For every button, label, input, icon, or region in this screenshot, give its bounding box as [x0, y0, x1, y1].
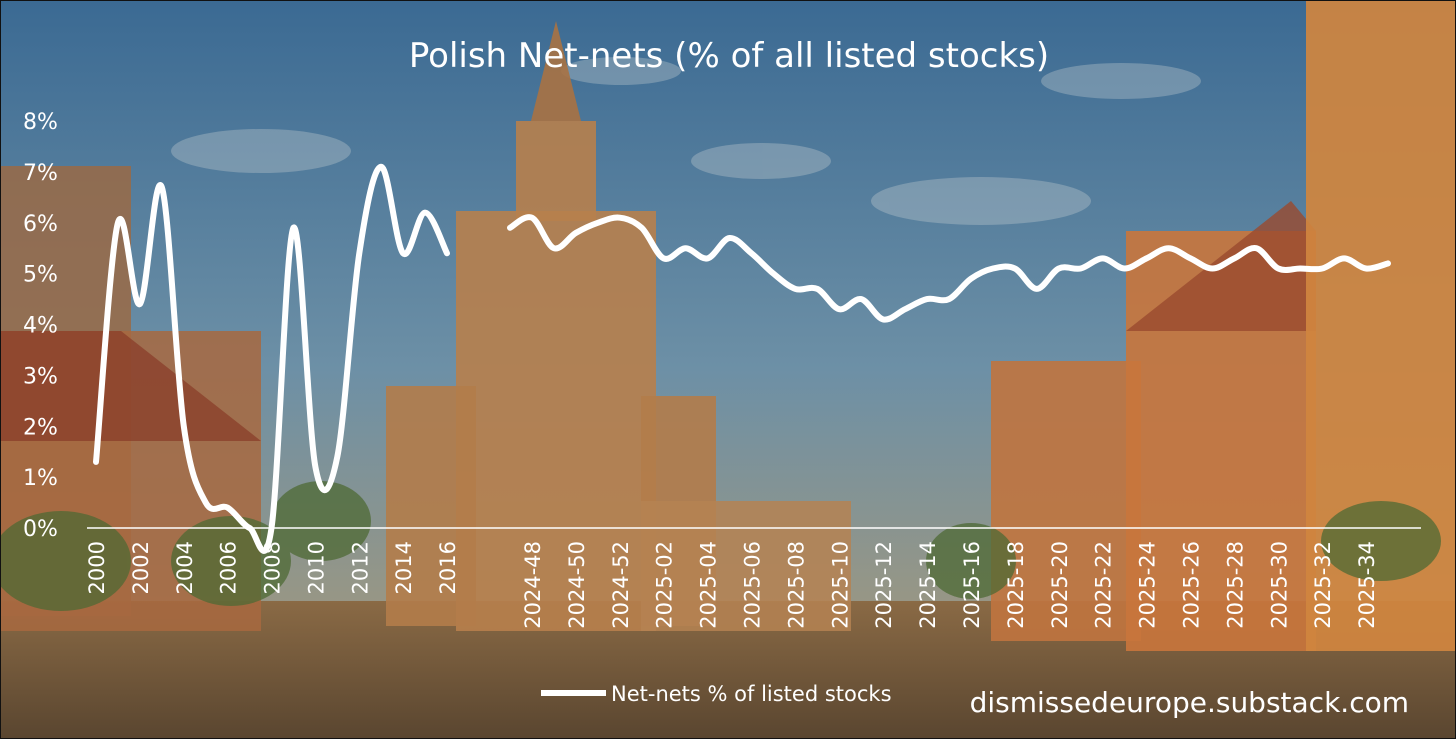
- y-tick-label: 4%: [23, 314, 58, 339]
- x-tick-label: 2025-26: [1179, 541, 1203, 629]
- x-tick-label: 2025-04: [697, 541, 721, 629]
- x-tick-label: 2014: [392, 541, 416, 594]
- x-tick-label: 2024-48: [521, 541, 545, 629]
- x-tick-label: 2025-02: [653, 541, 677, 629]
- chart-title: Polish Net-nets (% of all listed stocks): [409, 36, 1049, 76]
- legend-label: Net-nets % of listed stocks: [611, 682, 892, 706]
- y-tick-label: 3%: [23, 364, 58, 389]
- x-tick-label: 2025-32: [1311, 541, 1335, 629]
- y-tick-label: 2%: [23, 415, 58, 440]
- series-group: [93, 163, 1391, 554]
- x-tick-label: 2025-30: [1267, 541, 1291, 629]
- x-tick-label: 2025-20: [1048, 541, 1072, 629]
- x-tick-label: 2025-10: [828, 541, 852, 629]
- x-tick-label: 2025-28: [1223, 541, 1247, 629]
- x-tick-label: 2004: [173, 541, 197, 594]
- x-tick-label: 2002: [129, 541, 153, 594]
- watermark-text: dismissedeurope.substack.com: [970, 686, 1409, 719]
- y-axis: 0% 1% 2% 3% 4% 5% 6% 7% 8%: [23, 110, 58, 542]
- x-tick-label: 2000: [85, 541, 109, 594]
- x-tick-label: 2025-08: [784, 541, 808, 629]
- x-tick-label: 2024-52: [609, 541, 633, 629]
- x-axis: 2000 2002 2004 2006 2008 2010 2012 2014 2016 2024…: [85, 541, 1379, 629]
- y-tick-label: 8%: [23, 110, 58, 135]
- series-line-segment-2: [507, 214, 1391, 323]
- legend: Net-nets % of listed stocks: [541, 682, 892, 706]
- x-tick-label: 2025-06: [740, 541, 764, 629]
- x-tick-label: 2025-14: [916, 541, 940, 629]
- x-tick-label: 2025-24: [1136, 541, 1160, 629]
- x-tick-label: 2025-18: [1004, 541, 1028, 629]
- x-tick-label: 2025-16: [960, 541, 984, 629]
- x-tick-label: 2025-34: [1355, 541, 1379, 629]
- y-tick-label: 5%: [23, 263, 58, 288]
- series-line-segment-1: [93, 163, 450, 554]
- x-tick-label: 2016: [436, 541, 460, 594]
- x-tick-label: 2010: [304, 541, 328, 594]
- x-tick-label: 2006: [217, 541, 241, 594]
- y-tick-label: 6%: [23, 212, 58, 237]
- x-tick-label: 2024-50: [565, 541, 589, 629]
- x-tick-label: 2025-12: [872, 541, 896, 629]
- y-tick-label: 7%: [23, 161, 58, 186]
- y-tick-label: 0%: [23, 517, 58, 542]
- x-tick-label: 2025-22: [1092, 541, 1116, 629]
- y-tick-label: 1%: [23, 466, 58, 491]
- x-tick-label: 2012: [348, 541, 372, 594]
